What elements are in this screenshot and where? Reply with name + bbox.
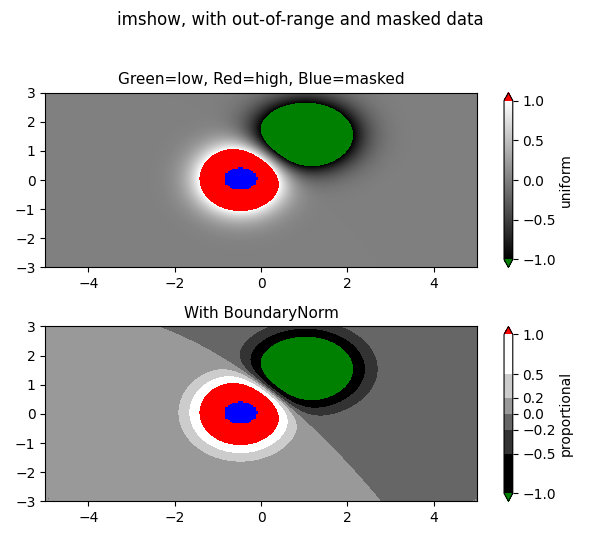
Y-axis label: proportional: proportional	[559, 372, 573, 456]
PathPatch shape	[504, 327, 513, 334]
PathPatch shape	[504, 93, 513, 100]
Y-axis label: uniform: uniform	[559, 153, 573, 207]
PathPatch shape	[504, 494, 513, 501]
Text: imshow, with out-of-range and masked data: imshow, with out-of-range and masked dat…	[116, 11, 484, 29]
PathPatch shape	[504, 260, 513, 267]
Title: Green=low, Red=high, Blue=masked: Green=low, Red=high, Blue=masked	[118, 72, 404, 87]
Title: With BoundaryNorm: With BoundaryNorm	[184, 306, 338, 321]
